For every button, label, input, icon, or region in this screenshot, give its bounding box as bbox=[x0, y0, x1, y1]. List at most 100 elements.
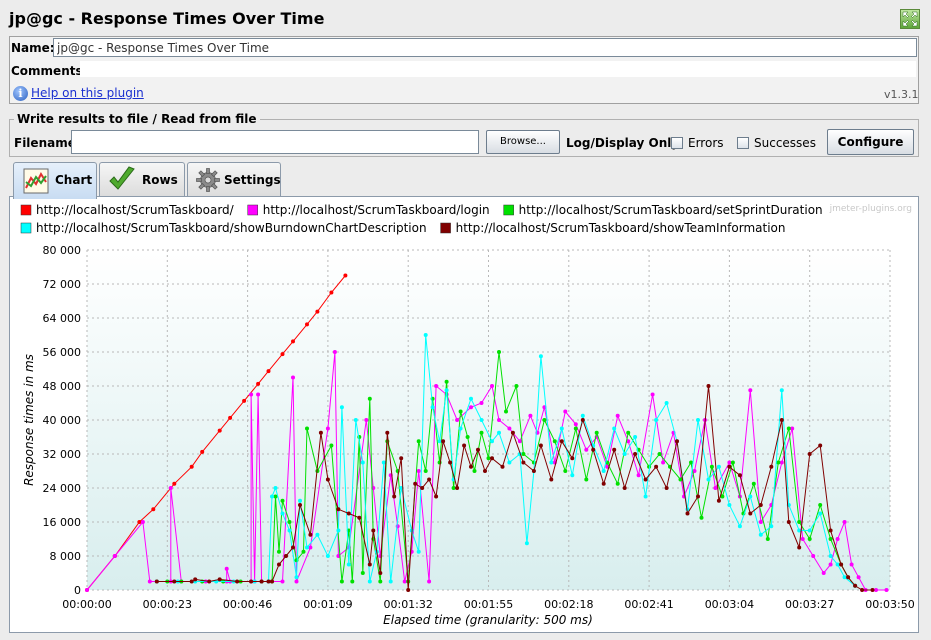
data-point bbox=[818, 511, 823, 516]
file-section-legend: Write results to file / Read from file bbox=[14, 112, 260, 126]
data-point bbox=[486, 456, 491, 461]
data-point bbox=[151, 507, 156, 512]
data-point bbox=[280, 511, 285, 516]
data-point bbox=[423, 333, 428, 337]
data-point bbox=[490, 384, 494, 388]
maximize-button[interactable] bbox=[900, 9, 920, 29]
data-point bbox=[381, 460, 386, 465]
tab-settings[interactable]: Settings bbox=[187, 162, 281, 196]
name-input[interactable] bbox=[53, 38, 917, 57]
data-point bbox=[217, 577, 222, 582]
data-point bbox=[626, 430, 631, 435]
data-point bbox=[678, 477, 683, 482]
errors-checkbox[interactable] bbox=[671, 137, 683, 149]
data-point bbox=[420, 486, 425, 490]
expand-icon bbox=[902, 11, 918, 27]
data-point bbox=[538, 443, 543, 448]
tab-chart[interactable]: Chart bbox=[13, 162, 97, 199]
comments-input[interactable] bbox=[80, 61, 916, 77]
version-label: v1.3.1 bbox=[884, 88, 919, 101]
data-point bbox=[332, 350, 337, 354]
comments-label: Comments: bbox=[11, 64, 88, 78]
data-point bbox=[497, 418, 501, 422]
data-point bbox=[779, 418, 784, 422]
data-point bbox=[797, 545, 802, 550]
data-point bbox=[860, 588, 865, 592]
data-point bbox=[856, 575, 861, 580]
data-point bbox=[315, 532, 320, 537]
data-point bbox=[504, 409, 508, 414]
data-point bbox=[378, 571, 383, 575]
legend-label: http://localhost/ScrumTaskboard/setSprin… bbox=[519, 203, 823, 217]
data-point bbox=[570, 456, 575, 461]
data-point bbox=[346, 511, 351, 516]
data-point bbox=[584, 477, 589, 482]
data-point bbox=[308, 545, 313, 550]
legend-swatch bbox=[440, 222, 451, 234]
data-point bbox=[497, 350, 501, 354]
data-point bbox=[112, 554, 117, 558]
data-point bbox=[476, 447, 480, 452]
data-point bbox=[563, 409, 568, 414]
y-tick-label: 8 000 bbox=[50, 550, 82, 563]
legend-swatch bbox=[247, 204, 258, 216]
data-point bbox=[305, 426, 309, 431]
data-point bbox=[469, 396, 473, 401]
data-point bbox=[479, 418, 484, 422]
data-point bbox=[643, 494, 648, 499]
data-point bbox=[235, 579, 240, 584]
data-point bbox=[367, 562, 372, 567]
data-point bbox=[664, 401, 669, 405]
window-title: jp@gc - Response Times Over Time bbox=[9, 9, 325, 28]
data-point bbox=[378, 579, 383, 584]
data-point bbox=[416, 439, 421, 444]
data-point bbox=[154, 579, 159, 584]
data-point bbox=[455, 486, 460, 490]
data-point bbox=[622, 486, 627, 490]
y-tick-label: 40 000 bbox=[43, 414, 82, 427]
x-tick-label: 00:01:32 bbox=[383, 598, 432, 611]
data-point bbox=[643, 477, 648, 482]
data-point bbox=[140, 520, 145, 524]
data-point bbox=[483, 469, 487, 473]
data-point bbox=[748, 511, 753, 516]
data-point bbox=[573, 422, 578, 427]
help-link[interactable]: Help on this plugin bbox=[31, 86, 144, 100]
file-section-border bbox=[9, 119, 919, 120]
data-point bbox=[399, 486, 404, 490]
browse-button[interactable]: Browse... bbox=[486, 130, 560, 154]
data-point bbox=[874, 588, 878, 592]
data-point bbox=[709, 464, 714, 469]
data-point bbox=[573, 426, 578, 431]
data-point bbox=[727, 503, 732, 507]
data-point bbox=[207, 579, 212, 584]
data-point bbox=[434, 494, 439, 499]
errors-label[interactable]: Errors bbox=[688, 136, 724, 150]
successes-label[interactable]: Successes bbox=[754, 136, 816, 150]
data-point bbox=[277, 562, 281, 567]
y-tick-label: 16 000 bbox=[43, 516, 82, 529]
data-point bbox=[849, 562, 854, 567]
log-display-label: Log/Display Only: bbox=[566, 136, 684, 150]
data-point bbox=[584, 447, 589, 452]
data-point bbox=[308, 532, 313, 537]
successes-checkbox[interactable] bbox=[737, 137, 749, 149]
data-point bbox=[189, 464, 194, 469]
response-times-chart: jmeter-plugins.org http://localhost/Scru… bbox=[20, 203, 915, 627]
y-tick-label: 32 000 bbox=[43, 448, 82, 461]
legend-label: http://localhost/ScrumTaskboard/showTeam… bbox=[456, 221, 786, 235]
data-point bbox=[507, 426, 512, 431]
data-point bbox=[765, 537, 770, 541]
data-point bbox=[507, 460, 512, 465]
data-point bbox=[790, 426, 795, 431]
filename-input[interactable] bbox=[71, 130, 479, 154]
data-point bbox=[797, 520, 802, 524]
data-point bbox=[821, 571, 826, 575]
x-tick-label: 00:02:18 bbox=[544, 598, 593, 611]
data-point bbox=[430, 405, 435, 410]
configure-button[interactable]: Configure bbox=[827, 129, 914, 155]
data-point bbox=[685, 511, 690, 516]
data-point bbox=[758, 520, 763, 524]
data-point bbox=[441, 439, 446, 444]
tab-rows[interactable]: Rows bbox=[99, 162, 185, 196]
